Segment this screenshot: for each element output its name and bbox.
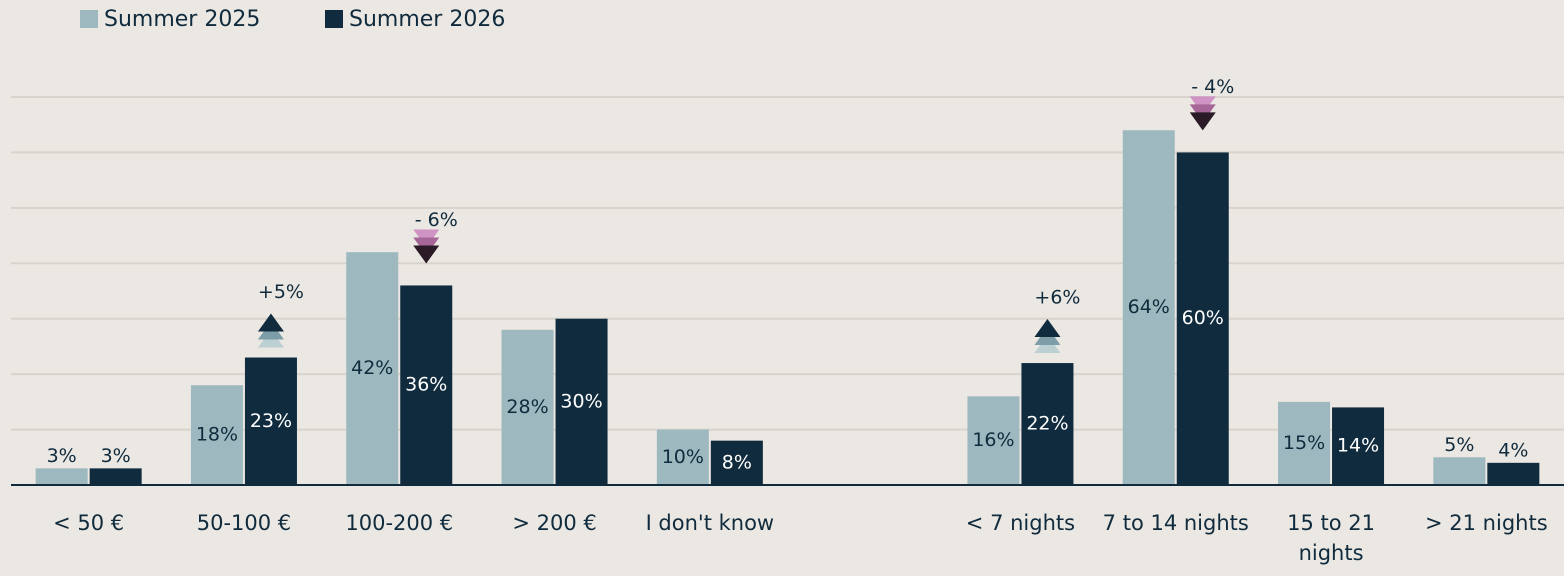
change-label: - 6% <box>415 209 458 231</box>
change-arrow <box>413 245 440 264</box>
data-label: 15% <box>1283 432 1325 454</box>
data-label: 60% <box>1182 307 1224 329</box>
data-label: 4% <box>1498 439 1528 461</box>
x-tick-label: > 200 € <box>512 511 597 535</box>
bar <box>244 357 297 485</box>
bar <box>656 429 709 485</box>
data-label: 30% <box>560 390 602 412</box>
data-label: 10% <box>662 446 704 468</box>
legend-label: Summer 2026 <box>349 7 505 32</box>
bar <box>35 468 88 485</box>
data-label: 3% <box>47 445 77 467</box>
bar <box>1433 457 1486 485</box>
change-arrow <box>1189 112 1216 131</box>
bar <box>89 468 142 485</box>
x-tick-label: 7 to 14 nights <box>1102 511 1249 535</box>
bar <box>400 285 453 485</box>
x-tick-label: I don't know <box>645 511 775 535</box>
bar <box>1122 130 1175 485</box>
change-arrow <box>1034 319 1061 338</box>
data-label: 3% <box>101 445 131 467</box>
legend-swatch <box>325 10 343 28</box>
change-label: +6% <box>1034 287 1080 309</box>
bar <box>555 318 608 485</box>
bar <box>501 329 554 485</box>
x-tick-label: < 7 nights <box>965 511 1076 535</box>
legend-label: Summer 2025 <box>104 7 260 32</box>
x-tick-label: > 21 nights <box>1425 511 1548 535</box>
x-tick-label: 100-200 € <box>345 511 454 535</box>
bar <box>710 440 763 485</box>
change-label: +5% <box>258 281 304 303</box>
bar <box>190 385 243 485</box>
legend-swatch <box>80 10 98 28</box>
x-tick-label: < 50 € <box>53 511 125 535</box>
bar <box>967 396 1020 485</box>
bar <box>1332 407 1385 485</box>
change-label: - 4% <box>1191 76 1234 98</box>
data-label: 5% <box>1444 434 1474 456</box>
data-label: 16% <box>972 429 1014 451</box>
bar <box>1176 152 1229 485</box>
data-label: 18% <box>196 424 238 446</box>
bar <box>346 252 399 485</box>
data-label: 36% <box>405 374 447 396</box>
bar <box>1021 363 1074 485</box>
data-label: 22% <box>1026 413 1068 435</box>
x-tick-label: 50-100 € <box>196 511 292 535</box>
data-label: 14% <box>1337 435 1379 457</box>
change-arrow <box>257 313 284 332</box>
bar <box>1487 462 1540 485</box>
bar <box>1278 401 1331 485</box>
data-label: 28% <box>506 396 548 418</box>
data-label: 42% <box>351 357 393 379</box>
data-label: 23% <box>250 410 292 432</box>
data-label: 8% <box>722 451 752 473</box>
x-tick-label: 15 to 21 nights <box>1287 511 1375 565</box>
data-label: 64% <box>1128 296 1170 318</box>
